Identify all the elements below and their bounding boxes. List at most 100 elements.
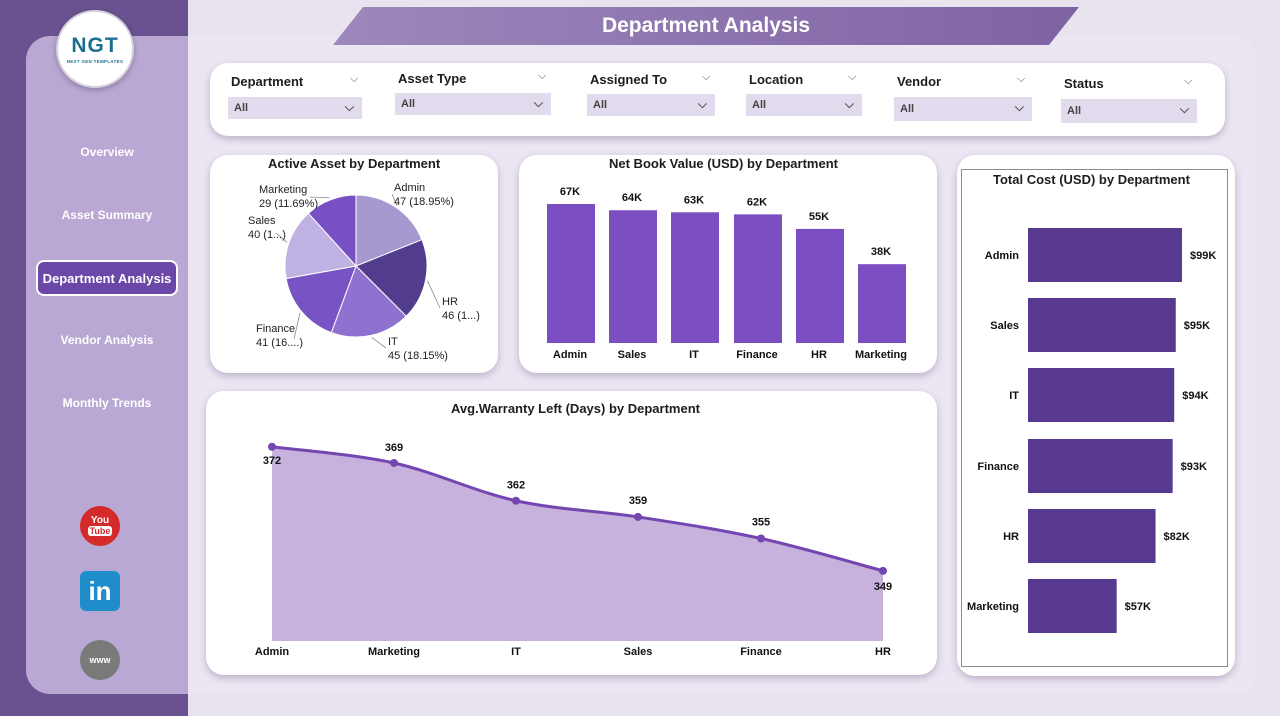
filter-bar: Department ⌵ All ⌵ Asset Type ⌵ All ⌵ Assi… (210, 63, 1225, 136)
filter-select-department[interactable]: All ⌵ (228, 97, 362, 119)
filter-label-asset-type: Asset Type (398, 71, 467, 86)
pie-slice-hr[interactable] (355, 239, 428, 317)
pie-leader-line (275, 232, 288, 243)
linkedin-icon-text: in (88, 575, 112, 606)
cost-tick-label: HR (1003, 531, 1019, 543)
pie-slice-sales[interactable] (284, 212, 357, 280)
warranty-tick-label: HR (875, 646, 891, 658)
pie-slice-it[interactable] (330, 265, 407, 338)
nbv-tick-label: IT (689, 349, 699, 361)
chevron-down-icon[interactable]: ⌵ (538, 70, 547, 82)
pie-data-label: 41 (16....) (256, 337, 303, 349)
ngt-logo[interactable]: NGT NEXT GEN TEMPLATES (56, 10, 134, 88)
cost-data-label: $57K (1125, 601, 1151, 613)
nbv-data-label: 63K (684, 194, 704, 206)
cost-bar-marketing[interactable] (1028, 579, 1117, 633)
nbv-bar-chart: 67K Admin 64K Sales 63K IT 62K Finance 55K HR 38K M… (547, 186, 907, 361)
pie-data-label: HR (442, 296, 458, 308)
filter-value-location: All (752, 99, 767, 111)
nav-department-analysis[interactable]: Department Analysis (36, 260, 178, 296)
filter-select-status[interactable]: All ⌵ (1061, 99, 1197, 123)
warranty-point-hr[interactable] (879, 566, 887, 575)
pie-data-label: 46 (1...) (442, 310, 480, 322)
pie-chart: Admin 47 (18.95%) HR 46 (1...) IT 45 (18.15%)… (248, 182, 480, 362)
warranty-point-admin[interactable] (268, 442, 276, 451)
warranty-card: Avg.Warranty Left (Days) by Department 3… (206, 391, 937, 675)
cost-bar-finance[interactable] (1028, 439, 1173, 493)
cost-tick-label: Sales (990, 320, 1019, 332)
cost-data-label: $82K (1164, 531, 1190, 543)
nbv-bar-it[interactable] (671, 212, 719, 343)
nav-overview[interactable]: Overview (80, 145, 134, 159)
nbv-tick-label: Finance (736, 349, 778, 361)
pie-slice-finance[interactable] (285, 265, 357, 334)
cost-bar-sales[interactable] (1028, 298, 1176, 352)
cost-tick-label: IT (1009, 390, 1019, 402)
website-globe-icon[interactable]: www (80, 640, 120, 680)
nbv-bar-hr[interactable] (796, 228, 844, 343)
cost-data-label: $94K (1182, 390, 1208, 402)
filter-value-asset-type: All (401, 98, 416, 110)
filter-value-assigned-to: All (593, 99, 608, 111)
filter-value-department: All (234, 102, 249, 114)
cost-bar-admin[interactable] (1028, 228, 1182, 282)
warranty-data-label: 372 (263, 455, 281, 467)
warranty-tick-label: Finance (740, 646, 782, 658)
nav-monthly-trends[interactable]: Monthly Trends (62, 396, 152, 410)
warranty-point-it[interactable] (512, 496, 520, 505)
nbv-data-label: 67K (560, 186, 580, 198)
page-title: Department Analysis (601, 14, 811, 37)
total-cost-frame (961, 169, 1228, 667)
nbv-tick-label: HR (811, 349, 827, 361)
warranty-point-finance[interactable] (757, 534, 765, 543)
cost-bar-it[interactable] (1028, 368, 1175, 422)
total-cost-card: Total Cost (USD) by Department $99K Admin… (957, 155, 1235, 676)
pie-data-label: 45 (18.15%) (388, 350, 448, 362)
pie-data-label: Admin (394, 182, 425, 194)
linkedin-icon[interactable]: in (80, 571, 120, 611)
nbv-data-label: 64K (622, 192, 642, 204)
cost-tick-label: Finance (977, 461, 1019, 473)
warranty-point-marketing[interactable] (390, 458, 398, 467)
pie-leader-line (427, 280, 441, 309)
chevron-down-icon[interactable]: ⌵ (1017, 73, 1026, 85)
nbv-bar-admin[interactable] (547, 204, 595, 343)
dropdown-arrow-icon: ⌵ (1014, 100, 1024, 114)
pie-slice-marketing[interactable] (307, 194, 357, 268)
chevron-down-icon[interactable]: ⌵ (848, 71, 857, 83)
nbv-bar-finance[interactable] (734, 214, 782, 343)
pie-slice-admin[interactable] (355, 194, 423, 267)
chevron-down-icon[interactable]: ⌵ (350, 73, 359, 85)
pie-data-label: IT (388, 336, 398, 348)
youtube-icon[interactable]: You Tube (80, 506, 120, 546)
filter-select-vendor[interactable]: All ⌵ (894, 97, 1032, 121)
pie-leader-line (371, 336, 387, 349)
pie-leader-line (309, 196, 330, 199)
filter-label-status: Status (1064, 76, 1104, 91)
total-cost-chart-title: Total Cost (USD) by Department (993, 172, 1190, 187)
cost-tick-label: Admin (985, 250, 1020, 262)
filter-select-location[interactable]: All ⌵ (746, 94, 862, 116)
nbv-bar-marketing[interactable] (858, 264, 906, 343)
youtube-icon-text-top: You (90, 515, 110, 526)
warranty-tick-label: Marketing (368, 646, 420, 658)
chevron-down-icon[interactable]: ⌵ (1184, 75, 1193, 87)
pie-data-label: 29 (11.69%) (259, 198, 318, 210)
nbv-data-label: 55K (809, 211, 829, 223)
nav-vendor-analysis[interactable]: Vendor Analysis (60, 333, 154, 347)
nbv-bar-sales[interactable] (609, 210, 657, 343)
filter-label-vendor: Vendor (897, 74, 942, 89)
warranty-point-sales[interactable] (634, 512, 642, 521)
filter-select-assigned-to[interactable]: All ⌵ (587, 94, 715, 116)
warranty-data-label: 362 (507, 480, 525, 492)
warranty-area-chart: 372 Admin 369 Marketing 362 IT 359 Sales 355 Fina… (255, 442, 892, 658)
nav-asset-summary[interactable]: Asset Summary (61, 208, 153, 222)
logo-text: NGT (71, 34, 119, 57)
chevron-down-icon[interactable]: ⌵ (702, 71, 711, 83)
filter-select-asset-type[interactable]: All ⌵ (395, 93, 551, 115)
filter-label-department: Department (231, 74, 304, 89)
cost-bar-hr[interactable] (1028, 509, 1156, 563)
filter-value-status: All (1067, 105, 1082, 117)
dropdown-arrow-icon: ⌵ (533, 96, 543, 110)
warranty-data-label: 349 (874, 581, 892, 593)
